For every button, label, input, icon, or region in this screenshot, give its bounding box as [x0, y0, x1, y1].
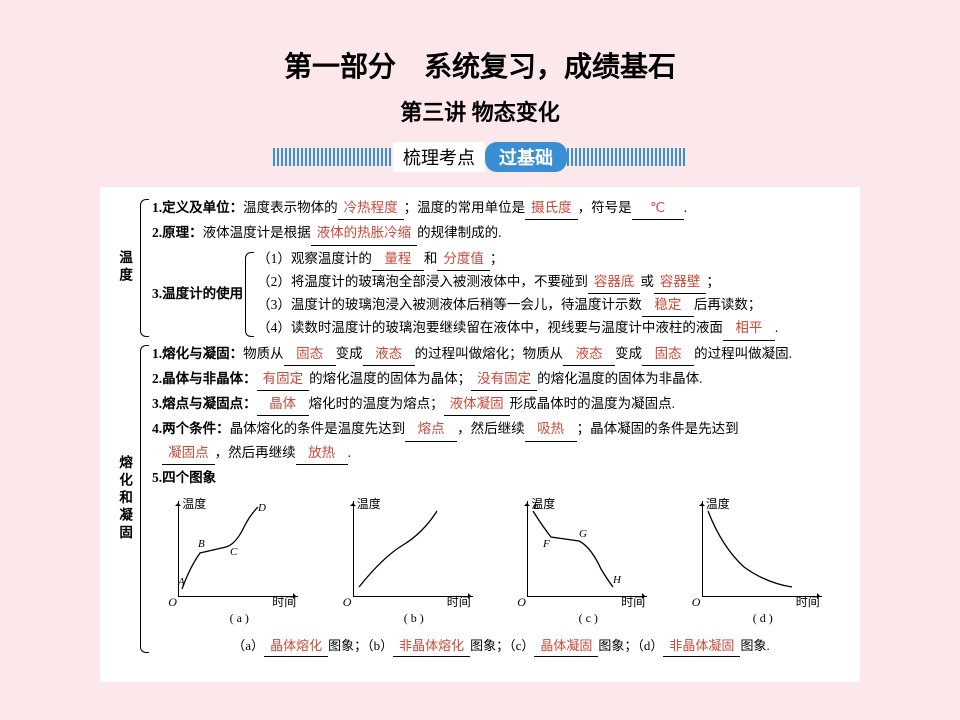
section-body-1: 1. 定义及单位：温度表示物体的冷热程度；温度的常用单位是摄氏度，符号是℃. 2… — [138, 195, 850, 341]
curve-c: E F G H — [527, 497, 647, 597]
graphs-row: 温度 时间 O A B C D ( a ) 温度 时间 O ( b ) 温度 — [152, 497, 850, 629]
side-label-2: 熔化和凝固 — [110, 341, 138, 658]
graph-b: 温度 时间 O ( b ) — [339, 497, 489, 629]
graph-d: 温度 时间 O ( d ) — [688, 497, 838, 629]
item-2-1: 1. 熔化与凝固：物质从固态变成液态的过程叫做熔化；物质从液态变成固态的过程叫做… — [152, 343, 850, 366]
banner: 梳理考点 过基础 — [0, 142, 960, 172]
section-body-2: 1. 熔化与凝固：物质从固态变成液态的过程叫做熔化；物质从液态变成固态的过程叫做… — [138, 341, 850, 658]
page: 第一部分 系统复习，成绩基石 第三讲 物态变化 梳理考点 过基础 温度 1. 定… — [0, 0, 960, 682]
content: 温度 1. 定义及单位：温度表示物体的冷热程度；温度的常用单位是摄氏度，符号是℃… — [100, 187, 860, 682]
banner-mid: 梳理考点 过基础 — [393, 142, 567, 172]
graph-a: 温度 时间 O A B C D ( a ) — [164, 497, 314, 629]
section-temperature: 温度 1. 定义及单位：温度表示物体的冷热程度；温度的常用单位是摄氏度，符号是℃… — [110, 195, 850, 341]
stripe-left — [273, 148, 393, 166]
curve-b — [353, 497, 473, 597]
title-h1: 第一部分 系统复习，成绩基石 — [0, 45, 960, 85]
svg-text:H: H — [612, 574, 622, 586]
item-2-3: 3. 熔点与凝固点：晶体熔化时的温度为熔点；液体凝固形成晶体时的温度为凝固点. — [152, 393, 850, 416]
svg-text:G: G — [579, 528, 587, 540]
svg-text:C: C — [230, 546, 238, 558]
graph-c: 温度 时间 O E F G H ( c ) — [513, 497, 663, 629]
svg-text:D: D — [257, 502, 266, 514]
stripe-right — [567, 148, 687, 166]
section-melting: 熔化和凝固 1. 熔化与凝固：物质从固态变成液态的过程叫做熔化；物质从液态变成固… — [110, 341, 850, 658]
banner-tag: 过基础 — [485, 142, 567, 172]
item-1-2: 2. 原理：液体温度计是根据液体的热胀冷缩的规律制成的. — [152, 222, 850, 245]
svg-text:F: F — [542, 538, 550, 550]
graph-legend: （a）晶体熔化图象；（b）非晶体熔化图象；（c）晶体凝固图象；（d）非晶体凝固图… — [152, 635, 850, 657]
curve-d — [702, 497, 822, 597]
banner-text: 梳理考点 — [393, 142, 485, 172]
svg-text:E: E — [532, 500, 540, 512]
side-label-1: 温度 — [110, 195, 138, 341]
svg-text:A: A — [177, 576, 185, 588]
item-1-1: 1. 定义及单位：温度表示物体的冷热程度；温度的常用单位是摄氏度，符号是℃. — [152, 197, 850, 220]
item-2-4: 4. 两个条件：晶体熔化的条件是温度先达到熔点，然后继续吸热；晶体凝固的条件是先… — [152, 418, 850, 465]
item-1-3: 3.温度计的使用 （1）观察温度计的量程和分度值； （2）将温度计的玻璃泡全部浸… — [152, 248, 850, 341]
item-2-5: 5. 四个图象 — [152, 467, 850, 489]
title-h2: 第三讲 物态变化 — [0, 95, 960, 127]
curve-a: A B C D — [178, 497, 298, 597]
svg-text:B: B — [198, 538, 205, 550]
item-2-2: 2. 晶体与非晶体：有固定的熔化温度的固体为晶体；没有固定的熔化温度的固体为非晶… — [152, 368, 850, 391]
